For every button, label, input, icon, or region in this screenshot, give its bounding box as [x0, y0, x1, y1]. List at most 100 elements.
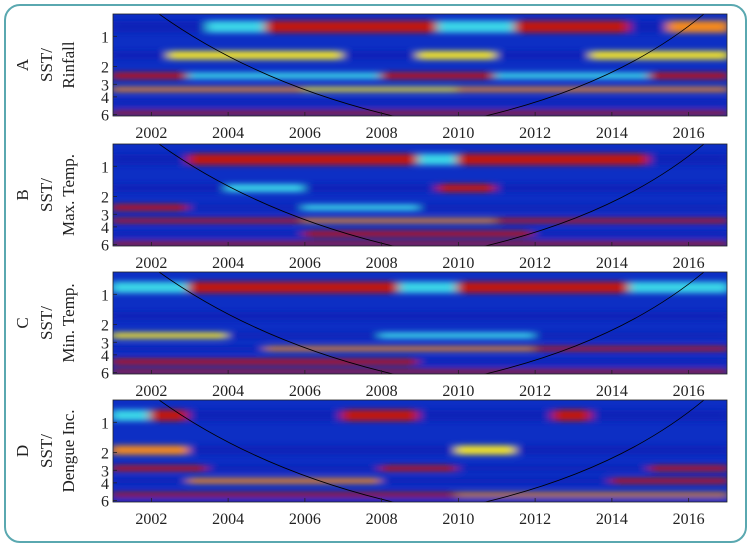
- heat-cell-0-3: [341, 409, 422, 421]
- heat-cell-2-0: [113, 465, 211, 472]
- y-tick-label: 1: [101, 159, 109, 176]
- y-tick-label: 4: [101, 90, 109, 107]
- heat-cell-3-2: [494, 218, 727, 223]
- heat-cell-2-3: [533, 332, 727, 339]
- heat-cell-0-2: [398, 281, 461, 293]
- heat-cell-2-3: [494, 72, 653, 79]
- x-tick-label: 2004: [212, 255, 244, 272]
- x-tick-label: 2008: [366, 125, 398, 142]
- heat-cell-0-5: [552, 409, 595, 421]
- heat-cell-3-0: [113, 346, 269, 351]
- x-tick-label: 2004: [212, 125, 244, 142]
- panel-label: D: [13, 445, 32, 457]
- y-axis-label-line: Max. Temp.: [59, 154, 78, 236]
- heat-cell-2-1: [187, 72, 384, 79]
- x-tick-label: 2012: [519, 383, 551, 400]
- heat-cell-3-2: [533, 346, 727, 351]
- x-tick-label: 2014: [596, 125, 628, 142]
- heat-cell-3-0: [113, 478, 192, 484]
- x-tick-label: 2016: [673, 255, 705, 272]
- y-tick-label: 2: [101, 190, 109, 207]
- x-tick-label: 2002: [135, 255, 167, 272]
- x-tick-label: 2014: [596, 511, 628, 528]
- heat-cell-2-2: [302, 204, 422, 211]
- x-tick-label: 2008: [366, 255, 398, 272]
- y-tick-label: 3: [101, 207, 109, 224]
- heat-cell-1-3: [437, 184, 499, 192]
- heat-cell-5-0: [113, 369, 727, 374]
- heat-cell-0-2: [418, 153, 461, 165]
- x-tick-label: 2010: [442, 383, 474, 400]
- heat-cell-0-4: [629, 281, 727, 293]
- heat-cell-1-1: [226, 184, 307, 192]
- heat-cell-3-0: [113, 87, 307, 92]
- x-tick-label: 2012: [519, 125, 551, 142]
- panel-B-plot: [113, 144, 727, 246]
- heat-cell-3-0: [113, 218, 307, 223]
- heat-cell-3-3: [609, 478, 727, 484]
- heat-cell-3-1: [302, 218, 499, 223]
- heat-cell-0-0: [113, 20, 211, 33]
- y-tick-label: 2: [101, 318, 109, 335]
- panel-C-plot: [113, 272, 727, 374]
- heat-cell-1-2: [341, 51, 422, 60]
- y-tick-label: 4: [101, 476, 109, 493]
- y-tick-label: 6: [101, 108, 109, 125]
- panel-A-plot: [113, 14, 727, 116]
- x-tick-label: 2006: [289, 383, 321, 400]
- power-bands: [113, 281, 727, 374]
- heat-cell-2-4: [648, 72, 727, 79]
- heat-cell-2-1: [206, 465, 384, 472]
- heat-cell-4-1: [418, 359, 727, 365]
- heat-cell-2-1: [226, 332, 384, 339]
- x-tick-label: 2012: [519, 511, 551, 528]
- panel-D-plot: [113, 400, 727, 502]
- heat-cell-0-1: [187, 281, 403, 293]
- heat-cell-2-3: [456, 465, 653, 472]
- heat-cell-3-2: [379, 478, 614, 484]
- heat-cell-0-3: [456, 153, 653, 165]
- heat-cell-1-1: [187, 445, 461, 455]
- y-tick-label: 3: [101, 463, 109, 480]
- heat-cell-0-1: [187, 153, 422, 165]
- x-tick-label: 2012: [519, 255, 551, 272]
- power-bands: [113, 20, 727, 115]
- plot-border: [112, 143, 728, 247]
- heat-cell-4-0: [113, 100, 727, 106]
- y-axis-label-line: Min. Temp.: [59, 283, 78, 362]
- y-tick-label: 3: [101, 335, 109, 352]
- heat-cell-2-2: [379, 465, 461, 472]
- heat-cell-1-4: [494, 51, 595, 60]
- x-tick-label: 2010: [442, 255, 474, 272]
- plot-border: [112, 399, 728, 503]
- heat-cell-0-6: [667, 20, 727, 33]
- heat-cell-0-0: [113, 281, 192, 293]
- heat-cell-2-0: [113, 72, 192, 79]
- x-tick-label: 2004: [212, 383, 244, 400]
- y-tick-label: 1: [101, 415, 109, 432]
- x-tick-label: 2014: [596, 255, 628, 272]
- heat-cell-5-0: [113, 241, 727, 246]
- y-tick-label: 4: [101, 348, 109, 365]
- heat-cell-1-5: [590, 51, 727, 60]
- plot-border: [112, 13, 728, 117]
- x-tick-label: 2006: [289, 125, 321, 142]
- x-tick-label: 2014: [596, 383, 628, 400]
- y-axis-label-line: Dengue Inc.: [59, 409, 78, 492]
- plot-border: [112, 271, 728, 375]
- heat-cell-0-5: [629, 20, 672, 33]
- y-tick-label: 2: [101, 60, 109, 77]
- y-tick-label: 6: [101, 494, 109, 511]
- heat-cell-4-0: [113, 231, 307, 237]
- heat-cell-1-0: [113, 51, 173, 60]
- heat-cell-1-2: [456, 445, 518, 455]
- panel-label: C: [13, 317, 32, 328]
- heat-cell-0-4: [418, 409, 557, 421]
- heat-cell-3-2: [456, 87, 727, 92]
- x-tick-label: 2008: [366, 383, 398, 400]
- heat-cell-4-1: [302, 231, 538, 237]
- x-tick-label: 2016: [673, 383, 705, 400]
- heat-cell-3-1: [302, 87, 461, 92]
- x-tick-label: 2004: [212, 511, 244, 528]
